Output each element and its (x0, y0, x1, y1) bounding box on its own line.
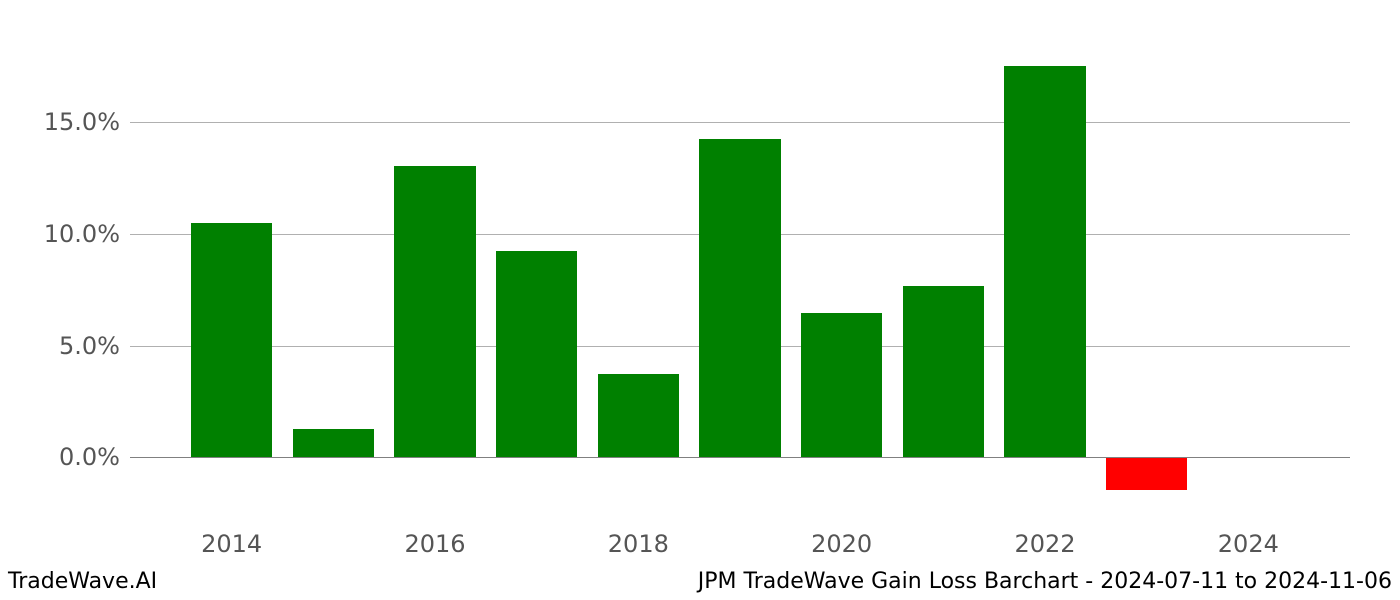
bar (394, 166, 475, 458)
bar (1004, 66, 1085, 457)
xtick-label: 2014 (201, 530, 262, 558)
xtick-label: 2024 (1218, 530, 1279, 558)
footer-brand: TradeWave.AI (8, 569, 157, 594)
bar (801, 313, 882, 457)
bar (699, 139, 780, 458)
bar (1106, 457, 1187, 489)
xtick-label: 2022 (1014, 530, 1075, 558)
bar (496, 251, 577, 458)
chart-container: 0.0% 5.0% 10.0% 15.0% 2014 2016 2018 2020 2022 2… (0, 0, 1400, 600)
bars-layer (130, 55, 1350, 520)
xtick-label: 2016 (404, 530, 465, 558)
zero-line (130, 457, 1350, 458)
footer-caption: JPM TradeWave Gain Loss Barchart - 2024-… (698, 569, 1392, 594)
ytick-label: 10.0% (44, 220, 120, 248)
bar (191, 223, 272, 458)
bar (598, 374, 679, 458)
plot-area (130, 55, 1350, 520)
bar (293, 429, 374, 457)
bar (903, 286, 984, 457)
ytick-label: 5.0% (59, 332, 120, 360)
xtick-label: 2018 (608, 530, 669, 558)
ytick-label: 15.0% (44, 108, 120, 136)
xtick-label: 2020 (811, 530, 872, 558)
ytick-label: 0.0% (59, 443, 120, 471)
